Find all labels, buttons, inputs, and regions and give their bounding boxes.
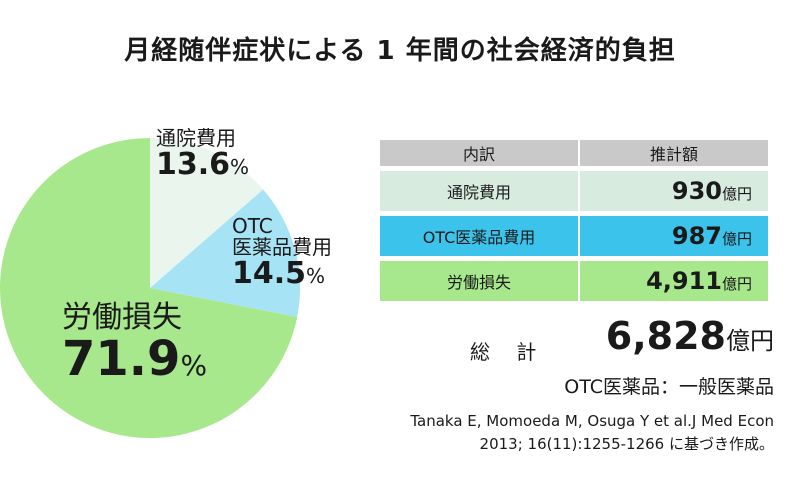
- source-citation: Tanaka E, Momoeda M, Osuga Y et al.J Med…: [314, 410, 774, 455]
- slice-name-line2: 医薬品費用: [232, 235, 332, 259]
- table-header-row: 内訳 推計額: [380, 140, 768, 166]
- amount-unit: 億円: [721, 275, 752, 293]
- table-row: 通院費用 930億円: [380, 171, 768, 211]
- table-cell-amount: 930億円: [580, 171, 768, 211]
- pie-slice-labor: [0, 138, 298, 438]
- total-value: 6,828億円: [606, 314, 774, 358]
- slice-value: 13.6: [156, 147, 231, 182]
- table-cell-amount: 4,911億円: [580, 261, 768, 301]
- table-cell-item: 通院費用: [380, 171, 580, 211]
- slice-unit: %: [306, 264, 326, 288]
- amount-unit: 億円: [721, 185, 752, 203]
- table-cell-item: 労働損失: [380, 261, 580, 301]
- source-line: 2013; 16(11):1255-1266 に基づき作成。: [479, 434, 774, 453]
- total-amount: 6,828: [605, 314, 726, 358]
- slice-unit: %: [230, 155, 250, 179]
- slice-label-otc: OTC 医薬品費用 14.5%: [232, 216, 332, 290]
- slice-name-line1: OTC: [232, 214, 273, 238]
- cost-table: 内訳 推計額 通院費用 930億円 OTC医薬品費用 987億円 労働損失 4,…: [380, 135, 768, 306]
- amount-number: 930: [671, 177, 722, 205]
- pie-slice-clinic: [150, 138, 264, 288]
- chart-title: 月経随伴症状による 1 年間の社会経済的負担: [124, 36, 676, 66]
- source-line: Tanaka E, Momoeda M, Osuga Y et al.J Med…: [410, 412, 774, 430]
- table-row: 労働損失 4,911億円: [380, 261, 768, 301]
- pie-slice-otc: [150, 189, 300, 318]
- table-cell-item: OTC医薬品費用: [380, 216, 580, 256]
- slice-name: 通院費用: [156, 126, 236, 150]
- slice-unit: %: [180, 348, 208, 382]
- amount-number: 4,911: [646, 267, 722, 295]
- slice-label-clinic: 通院費用 13.6%: [156, 128, 249, 181]
- pie-chart: [0, 138, 300, 438]
- slice-value: 14.5: [232, 256, 307, 291]
- total-unit: 億円: [726, 327, 774, 355]
- table-cell-amount: 987億円: [580, 216, 768, 256]
- amount-number: 987: [671, 222, 722, 250]
- slice-name: 労働損失: [62, 300, 182, 335]
- footnote: OTC医薬品：一般医薬品: [564, 376, 774, 398]
- total-label: 総 計: [470, 340, 547, 364]
- table-header-item: 内訳: [380, 140, 580, 166]
- slice-label-labor: 労働損失 71.9%: [62, 302, 207, 384]
- table-row: OTC医薬品費用 987億円: [380, 216, 768, 256]
- table-header-amount: 推計額: [580, 140, 768, 166]
- amount-unit: 億円: [721, 230, 752, 248]
- slice-value: 71.9: [62, 330, 181, 387]
